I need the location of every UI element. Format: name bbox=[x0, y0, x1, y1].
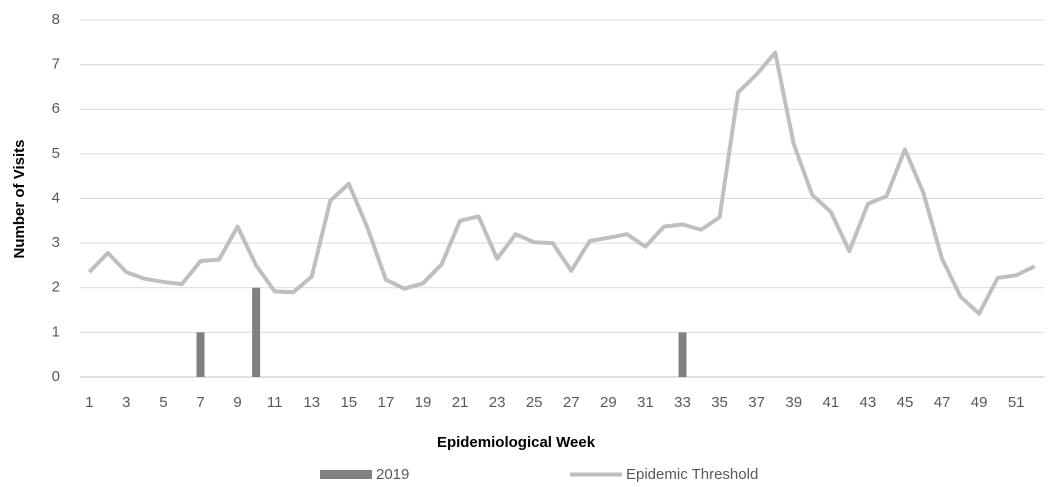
x-tick-label: 31 bbox=[637, 394, 654, 411]
x-tick-label: 45 bbox=[897, 394, 914, 411]
x-tick-label: 41 bbox=[822, 394, 839, 411]
legend-label: Epidemic Threshold bbox=[626, 466, 758, 483]
x-tick-label: 9 bbox=[233, 394, 241, 411]
x-tick-label: 15 bbox=[340, 394, 357, 411]
y-axis-title: Number of Visits bbox=[11, 140, 28, 259]
x-tick-label: 25 bbox=[526, 394, 543, 411]
x-tick-label: 23 bbox=[489, 394, 506, 411]
y-tick-label: 3 bbox=[52, 234, 60, 251]
x-tick-label: 21 bbox=[452, 394, 469, 411]
x-tick-label: 29 bbox=[600, 394, 617, 411]
legend-swatch bbox=[320, 470, 372, 479]
x-tick-label: 39 bbox=[785, 394, 802, 411]
bar bbox=[678, 332, 687, 377]
y-tick-label: 0 bbox=[52, 368, 60, 385]
x-tick-label: 43 bbox=[860, 394, 877, 411]
y-tick-label: 4 bbox=[52, 189, 60, 206]
x-axis-title: Epidemiological Week bbox=[437, 434, 596, 451]
x-tick-label: 11 bbox=[267, 394, 283, 411]
y-tick-label: 6 bbox=[52, 100, 60, 117]
x-tick-label: 19 bbox=[415, 394, 432, 411]
x-tick-label: 51 bbox=[1008, 394, 1025, 411]
bar bbox=[196, 332, 205, 377]
y-tick-label: 1 bbox=[52, 323, 60, 340]
y-tick-label: 7 bbox=[52, 56, 60, 73]
x-tick-label: 5 bbox=[159, 394, 167, 411]
bar bbox=[252, 287, 261, 377]
x-tick-label: 37 bbox=[748, 394, 765, 411]
y-tick-label: 5 bbox=[52, 145, 60, 162]
x-tick-label: 35 bbox=[711, 394, 728, 411]
x-tick-label: 3 bbox=[122, 394, 130, 411]
x-tick-label: 47 bbox=[934, 394, 951, 411]
y-tick-label: 2 bbox=[52, 279, 60, 296]
x-tick-label: 7 bbox=[196, 394, 204, 411]
x-tick-label: 1 bbox=[85, 394, 93, 411]
y-tick-label: 8 bbox=[52, 11, 60, 28]
x-tick-label: 33 bbox=[674, 394, 691, 411]
line bbox=[87, 50, 1036, 316]
x-tick-label: 13 bbox=[303, 394, 320, 411]
x-tick-label: 49 bbox=[971, 394, 988, 411]
x-tick-label: 17 bbox=[378, 394, 395, 411]
x-tick-label: 27 bbox=[563, 394, 580, 411]
legend-label: 2019 bbox=[376, 466, 409, 483]
